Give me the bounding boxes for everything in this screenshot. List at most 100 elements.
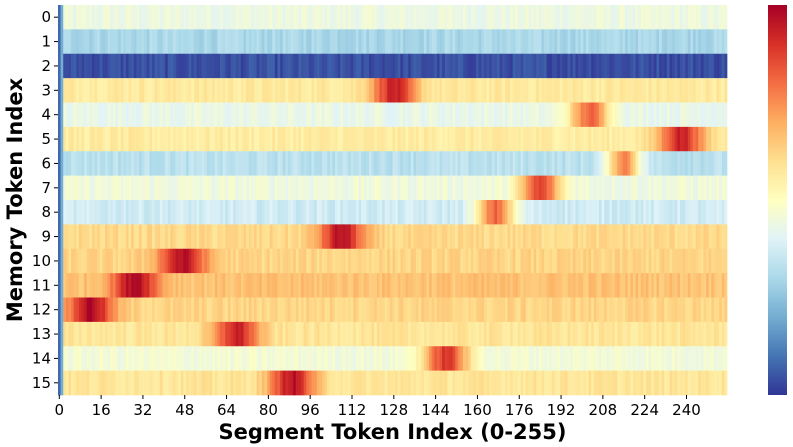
heatmap-cell <box>81 297 85 323</box>
heatmap-cell <box>125 126 129 152</box>
heatmap-cell <box>515 224 519 250</box>
heatmap-cell <box>410 248 414 274</box>
heatmap-cell <box>342 321 346 347</box>
heatmap-cell <box>643 321 647 347</box>
heatmap-cell <box>449 346 453 371</box>
heatmap-cell <box>125 224 129 250</box>
heatmap-cell <box>687 175 691 201</box>
heatmap-cell <box>235 78 239 103</box>
heatmap-cell <box>332 200 336 225</box>
heatmap-cell <box>413 78 417 103</box>
heatmap-cell <box>609 53 613 79</box>
heatmap-cell <box>86 53 90 79</box>
heatmap-cell <box>308 370 312 396</box>
heatmap-cell <box>625 29 629 55</box>
heatmap-cell <box>455 273 459 298</box>
heatmap-cell <box>434 175 438 201</box>
heatmap-cell <box>674 224 678 250</box>
heatmap-cell <box>672 78 676 103</box>
heatmap-cell <box>361 248 365 274</box>
heatmap-cell <box>206 151 210 176</box>
heatmap-cell <box>76 151 80 176</box>
heatmap-cell <box>674 151 678 176</box>
heatmap-cell <box>677 248 681 274</box>
heatmap-cell <box>172 126 176 152</box>
heatmap-cell <box>230 126 234 152</box>
heatmap-cell <box>256 151 260 176</box>
heatmap-cell <box>703 102 707 128</box>
heatmap-cell <box>123 151 127 176</box>
heatmap-cell <box>196 29 200 55</box>
heatmap-cell <box>84 224 88 250</box>
heatmap-cell <box>541 126 545 152</box>
heatmap-cell <box>408 224 412 250</box>
heatmap-cell <box>321 200 325 225</box>
heatmap-cell <box>301 102 304 128</box>
heatmap-cell <box>277 53 281 79</box>
heatmap-cell <box>713 29 717 55</box>
heatmap-cell <box>413 321 417 347</box>
heatmap-cell <box>368 273 372 298</box>
heatmap-cell <box>217 224 221 250</box>
heatmap-cell <box>342 224 346 250</box>
heatmap-cell <box>196 102 200 128</box>
heatmap-cell <box>183 29 187 55</box>
heatmap-cell <box>580 370 584 396</box>
heatmap-cell <box>533 126 537 152</box>
heatmap-cell <box>329 224 333 250</box>
heatmap-cell <box>329 29 333 55</box>
heatmap-cell <box>416 78 419 103</box>
heatmap-cell <box>379 78 383 103</box>
heatmap-cell <box>614 370 618 396</box>
heatmap-cell <box>230 224 234 250</box>
heatmap-cell <box>329 175 333 201</box>
heatmap-cell <box>591 248 595 274</box>
heatmap-cell <box>502 151 506 176</box>
heatmap-cell <box>413 297 417 323</box>
heatmap-cell <box>306 53 310 79</box>
heatmap-cell <box>572 151 576 176</box>
heatmap-cell <box>549 126 553 152</box>
heatmap-cell <box>413 53 417 79</box>
heatmap-cell <box>536 175 540 201</box>
heatmap-cell <box>698 175 702 201</box>
heatmap-cell <box>183 346 187 371</box>
heatmap-cell <box>170 224 174 250</box>
heatmap-cell <box>596 151 600 176</box>
heatmap-cell <box>554 126 558 152</box>
heatmap-cell <box>405 224 409 250</box>
heatmap-cell <box>512 126 516 152</box>
heatmap-cell <box>559 53 563 79</box>
heatmap-cell <box>159 248 163 274</box>
heatmap-cell <box>269 346 273 371</box>
heatmap-cell <box>682 29 686 55</box>
heatmap-cell <box>724 29 728 55</box>
heatmap-cell <box>596 126 600 152</box>
heatmap-cell <box>719 321 723 347</box>
heatmap-cell <box>544 78 548 103</box>
heatmap-cell <box>353 224 357 250</box>
heatmap-cell <box>617 200 621 225</box>
heatmap-cell <box>627 321 631 347</box>
heatmap-cell <box>721 200 725 225</box>
heatmap-cell <box>648 151 652 176</box>
heatmap-cell <box>679 151 683 176</box>
heatmap-cell <box>486 151 490 176</box>
heatmap-cell <box>515 297 519 323</box>
heatmap-cell <box>541 175 545 201</box>
heatmap-cell <box>570 29 574 55</box>
heatmap-cell <box>149 78 153 103</box>
x-tick-label: 128 <box>379 401 408 419</box>
heatmap-cell <box>188 126 192 152</box>
heatmap-cell <box>186 102 190 128</box>
heatmap-cell <box>196 224 200 250</box>
y-tick-label: 4 <box>41 106 51 124</box>
heatmap-cell <box>206 273 210 298</box>
heatmap-cell <box>102 102 106 128</box>
heatmap-cell <box>481 346 485 371</box>
heatmap-cell <box>290 248 294 274</box>
heatmap-cell <box>604 126 608 152</box>
heatmap-cell <box>669 102 673 128</box>
heatmap-cell <box>486 78 490 103</box>
heatmap-cell <box>230 273 234 298</box>
